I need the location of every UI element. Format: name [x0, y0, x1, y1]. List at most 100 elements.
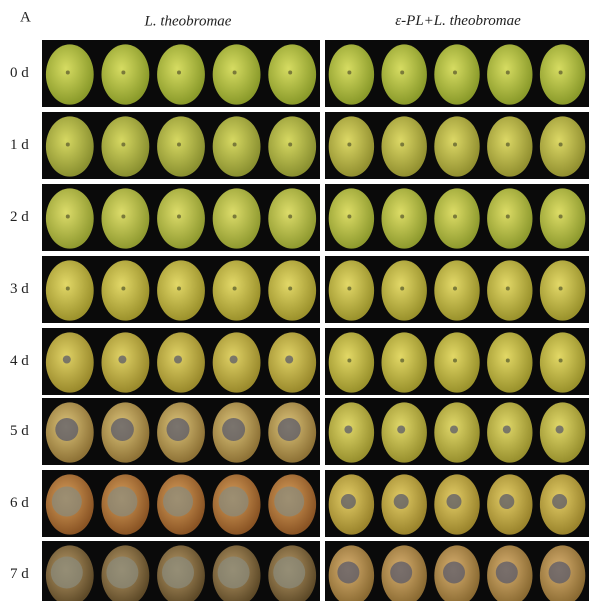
wound	[233, 71, 237, 75]
fruit	[46, 188, 94, 248]
fruit	[157, 116, 205, 176]
wound	[559, 71, 563, 75]
wound	[506, 71, 510, 75]
fruit	[213, 260, 261, 320]
fruit	[434, 402, 479, 462]
fruit	[268, 188, 316, 248]
lesion	[447, 494, 462, 509]
wound	[506, 143, 510, 147]
wound	[121, 143, 125, 147]
lesion	[55, 418, 78, 441]
fruit	[268, 116, 316, 176]
column-header-name: L. theobromae	[433, 13, 521, 29]
fruit	[487, 332, 532, 392]
lesion	[496, 562, 518, 584]
fruit	[434, 188, 479, 248]
lesion	[162, 557, 194, 589]
fruit	[268, 260, 316, 320]
wound	[177, 215, 181, 219]
wound	[453, 287, 457, 291]
column-header-prefix: ε-PL+	[395, 13, 434, 29]
row-label: 6 d	[10, 495, 29, 511]
wound	[559, 359, 563, 363]
fruit	[329, 116, 374, 176]
fruit	[101, 44, 149, 104]
lesion	[218, 557, 250, 589]
fruit	[157, 332, 205, 392]
fruit	[329, 188, 374, 248]
lesion	[273, 557, 305, 589]
wound	[121, 215, 125, 219]
lesion	[174, 356, 182, 364]
fruit	[213, 44, 261, 104]
wound	[559, 215, 563, 219]
wound	[453, 359, 457, 363]
wound	[453, 143, 457, 147]
wound	[400, 287, 404, 291]
wound	[288, 287, 292, 291]
row-label: 0 d	[10, 65, 29, 81]
fruit	[101, 332, 149, 392]
fruit	[381, 44, 426, 104]
fruit	[46, 116, 94, 176]
lesion	[278, 418, 301, 441]
lesion	[341, 494, 356, 509]
panel-label: A	[20, 9, 31, 25]
wound	[121, 287, 125, 291]
wound	[453, 215, 457, 219]
fruit	[487, 260, 532, 320]
wound	[233, 215, 237, 219]
fruit	[487, 116, 532, 176]
wound	[288, 71, 292, 75]
fruit	[157, 44, 205, 104]
row-label: 4 d	[10, 353, 29, 369]
fruit	[487, 402, 532, 462]
wound	[66, 215, 70, 219]
lesion	[63, 356, 71, 364]
fruit	[540, 260, 585, 320]
fruit	[540, 402, 585, 462]
wound	[453, 71, 457, 75]
fruit	[381, 188, 426, 248]
fruit	[540, 116, 585, 176]
fruit	[46, 260, 94, 320]
wound	[288, 215, 292, 219]
fruit	[540, 332, 585, 392]
wound	[288, 143, 292, 147]
wound	[347, 215, 351, 219]
fruit	[381, 260, 426, 320]
row-label: 5 d	[10, 423, 29, 439]
lesion	[107, 487, 137, 517]
wound	[400, 143, 404, 147]
lesion	[163, 487, 193, 517]
wound	[347, 143, 351, 147]
wound	[559, 287, 563, 291]
row-label: 7 d	[10, 566, 29, 582]
fruit	[381, 332, 426, 392]
fruit	[101, 260, 149, 320]
fruit	[46, 332, 94, 392]
wound	[233, 143, 237, 147]
wound	[121, 71, 125, 75]
lesion	[111, 418, 134, 441]
fruit	[213, 116, 261, 176]
wound	[506, 215, 510, 219]
fruit	[434, 260, 479, 320]
lesion	[556, 426, 564, 434]
wound	[66, 71, 70, 75]
wound	[177, 71, 181, 75]
row-label: 2 d	[10, 209, 29, 225]
wound	[347, 287, 351, 291]
wound	[559, 143, 563, 147]
fruit	[157, 260, 205, 320]
lesion	[285, 356, 293, 364]
fruit	[157, 188, 205, 248]
fruit	[434, 44, 479, 104]
wound	[66, 287, 70, 291]
fruit	[434, 116, 479, 176]
lesion	[549, 562, 571, 584]
lesion	[499, 494, 514, 509]
fruit	[329, 402, 374, 462]
fruit	[213, 332, 261, 392]
lesion	[106, 557, 138, 589]
